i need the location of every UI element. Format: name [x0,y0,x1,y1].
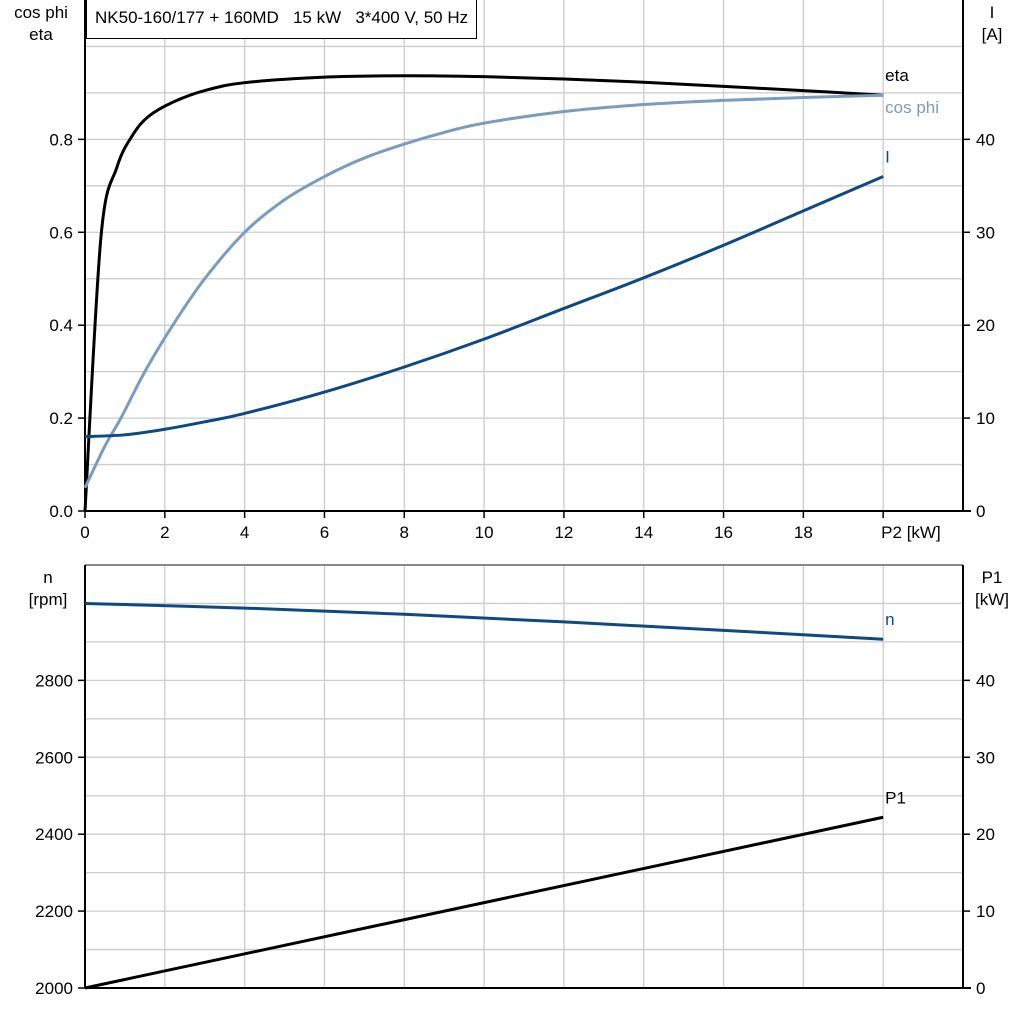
x-axis-label: P2 [kW] [881,523,941,542]
left-axis-label: cos phi [14,3,68,22]
left-axis-label: [rpm] [29,590,68,609]
left-tick-label: 2000 [35,979,73,998]
left-tick-label: 0.4 [49,316,73,335]
right-tick-label: 0 [976,502,985,521]
x-tick-label: 0 [80,523,89,542]
left-tick-label: 0.8 [49,130,73,149]
left-tick-label: 0.2 [49,409,73,428]
right-axis-label: [kW] [975,590,1009,609]
left-tick-label: 0.0 [49,502,73,521]
right-tick-label: 20 [976,825,995,844]
series-line-eta [83,74,884,512]
series-line-cos-phi [83,93,884,489]
left-tick-label: 2400 [35,825,73,844]
right-tick-label: 30 [976,748,995,767]
right-tick-label: 30 [976,223,995,242]
x-tick-label: 4 [240,523,249,542]
right-axis-label: [A] [982,25,1003,44]
left-tick-label: 2600 [35,748,73,767]
right-tick-label: 0 [976,979,985,998]
left-tick-label: 2800 [35,671,73,690]
series-label-p1: P1 [885,788,906,807]
x-tick-label: 16 [714,523,733,542]
x-tick-label: 8 [400,523,409,542]
right-tick-label: 10 [976,409,995,428]
x-tick-label: 6 [320,523,329,542]
chart-title: NK50-160/177 + 160MD 15 kW 3*400 V, 50 H… [86,0,478,39]
right-tick-label: 40 [976,671,995,690]
x-tick-label: 10 [475,523,494,542]
left-tick-label: 0.6 [49,223,73,242]
series-line-i [84,175,884,439]
right-tick-label: 10 [976,902,995,921]
x-tick-label: 2 [160,523,169,542]
x-tick-label: 18 [794,523,813,542]
x-tick-label: 14 [634,523,653,542]
left-axis-label: eta [29,25,53,44]
right-tick-label: 40 [976,130,995,149]
right-axis-label: I [990,3,995,22]
series-line-p1 [84,815,884,990]
series-label-i: I [885,148,890,167]
x-tick-label: 12 [554,523,573,542]
series-label-n: n [885,610,894,629]
series-label-eta: eta [885,66,909,85]
right-tick-label: 20 [976,316,995,335]
right-axis-label: P1 [982,568,1003,587]
left-tick-label: 2200 [35,902,73,921]
left-axis-label: n [43,568,52,587]
series-line-n [84,601,884,641]
series-label-cos-phi: cos phi [885,98,939,117]
